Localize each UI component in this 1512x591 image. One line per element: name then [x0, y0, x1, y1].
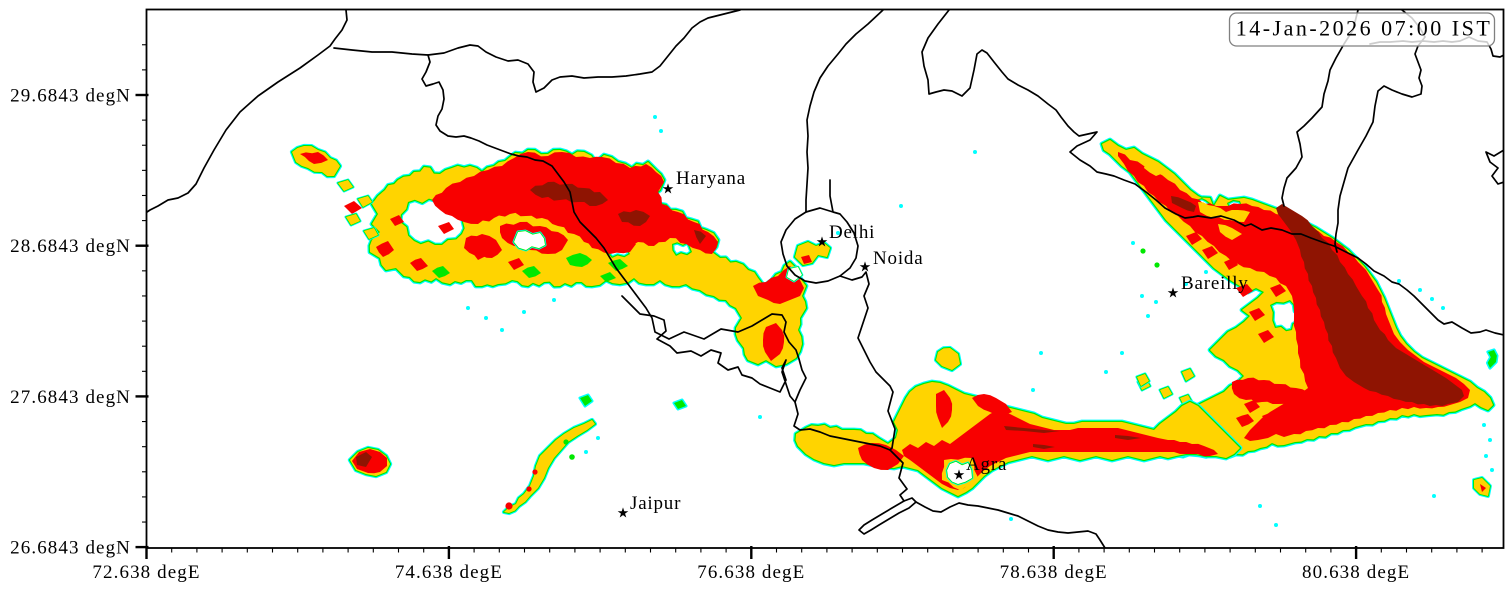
svg-text:74.638 degE: 74.638 degE [395, 562, 503, 583]
svg-text:Delhi: Delhi [829, 222, 875, 243]
svg-text:26.6843 degN: 26.6843 degN [10, 538, 131, 559]
svg-text:27.6843 degN: 27.6843 degN [10, 387, 131, 408]
svg-text:Agra: Agra [966, 454, 1007, 475]
svg-text:72.638 degE: 72.638 degE [92, 562, 200, 583]
svg-text:14-Jan-2026 07:00 IST: 14-Jan-2026 07:00 IST [1236, 16, 1493, 41]
svg-text:80.638 degE: 80.638 degE [1302, 562, 1410, 583]
svg-text:29.6843 degN: 29.6843 degN [10, 86, 131, 107]
svg-text:Noida: Noida [873, 248, 923, 269]
svg-text:Bareilly: Bareilly [1181, 273, 1249, 294]
svg-text:78.638 degE: 78.638 degE [1000, 562, 1108, 583]
svg-text:Haryana: Haryana [676, 168, 746, 189]
svg-text:28.6843 degN: 28.6843 degN [10, 236, 131, 257]
svg-text:76.638 degE: 76.638 degE [697, 562, 805, 583]
svg-text:Jaipur: Jaipur [630, 493, 681, 514]
